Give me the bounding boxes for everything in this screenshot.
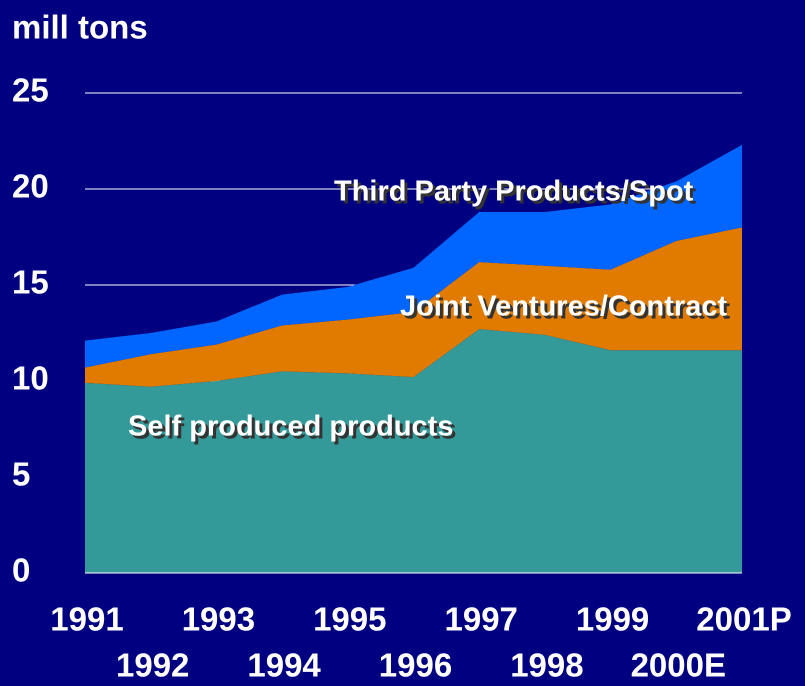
y-tick-label: 10: [12, 360, 49, 397]
y-axis-label: mill tons: [12, 9, 148, 46]
x-tick-label: 1996: [379, 647, 452, 684]
x-tick-label: 1993: [182, 601, 255, 638]
y-tick-label: 25: [12, 72, 49, 109]
x-tick-label: 1995: [313, 601, 386, 638]
series-label: Joint Ventures/Contract: [400, 291, 727, 323]
area: [85, 144, 742, 368]
x-tick-label: 1992: [116, 647, 189, 684]
x-tick-label: 1994: [247, 647, 321, 684]
x-tick-label: 1991: [50, 601, 123, 638]
y-tick-label: 20: [12, 168, 49, 205]
series-label-shadow: Joint Ventures/Contract: [403, 294, 730, 326]
series-label: Third Party Products/Spot: [334, 176, 694, 208]
y-tick-label: 0: [12, 552, 30, 589]
y-tick-label: 5: [12, 456, 30, 493]
area: [85, 227, 742, 387]
x-tick-label: 1997: [444, 601, 517, 638]
x-tick-label: 1999: [576, 601, 649, 638]
y-tick-label: 15: [12, 264, 49, 301]
x-tick-label: 2001P: [696, 601, 791, 638]
series-label-shadow: Self produced products: [131, 414, 456, 446]
x-tick-label: 2000E: [631, 647, 726, 684]
series-label-shadow: Third Party Products/Spot: [337, 179, 697, 211]
x-tick-label: 1998: [510, 647, 583, 684]
area: [85, 329, 742, 573]
series-label: Self produced products: [128, 411, 453, 443]
